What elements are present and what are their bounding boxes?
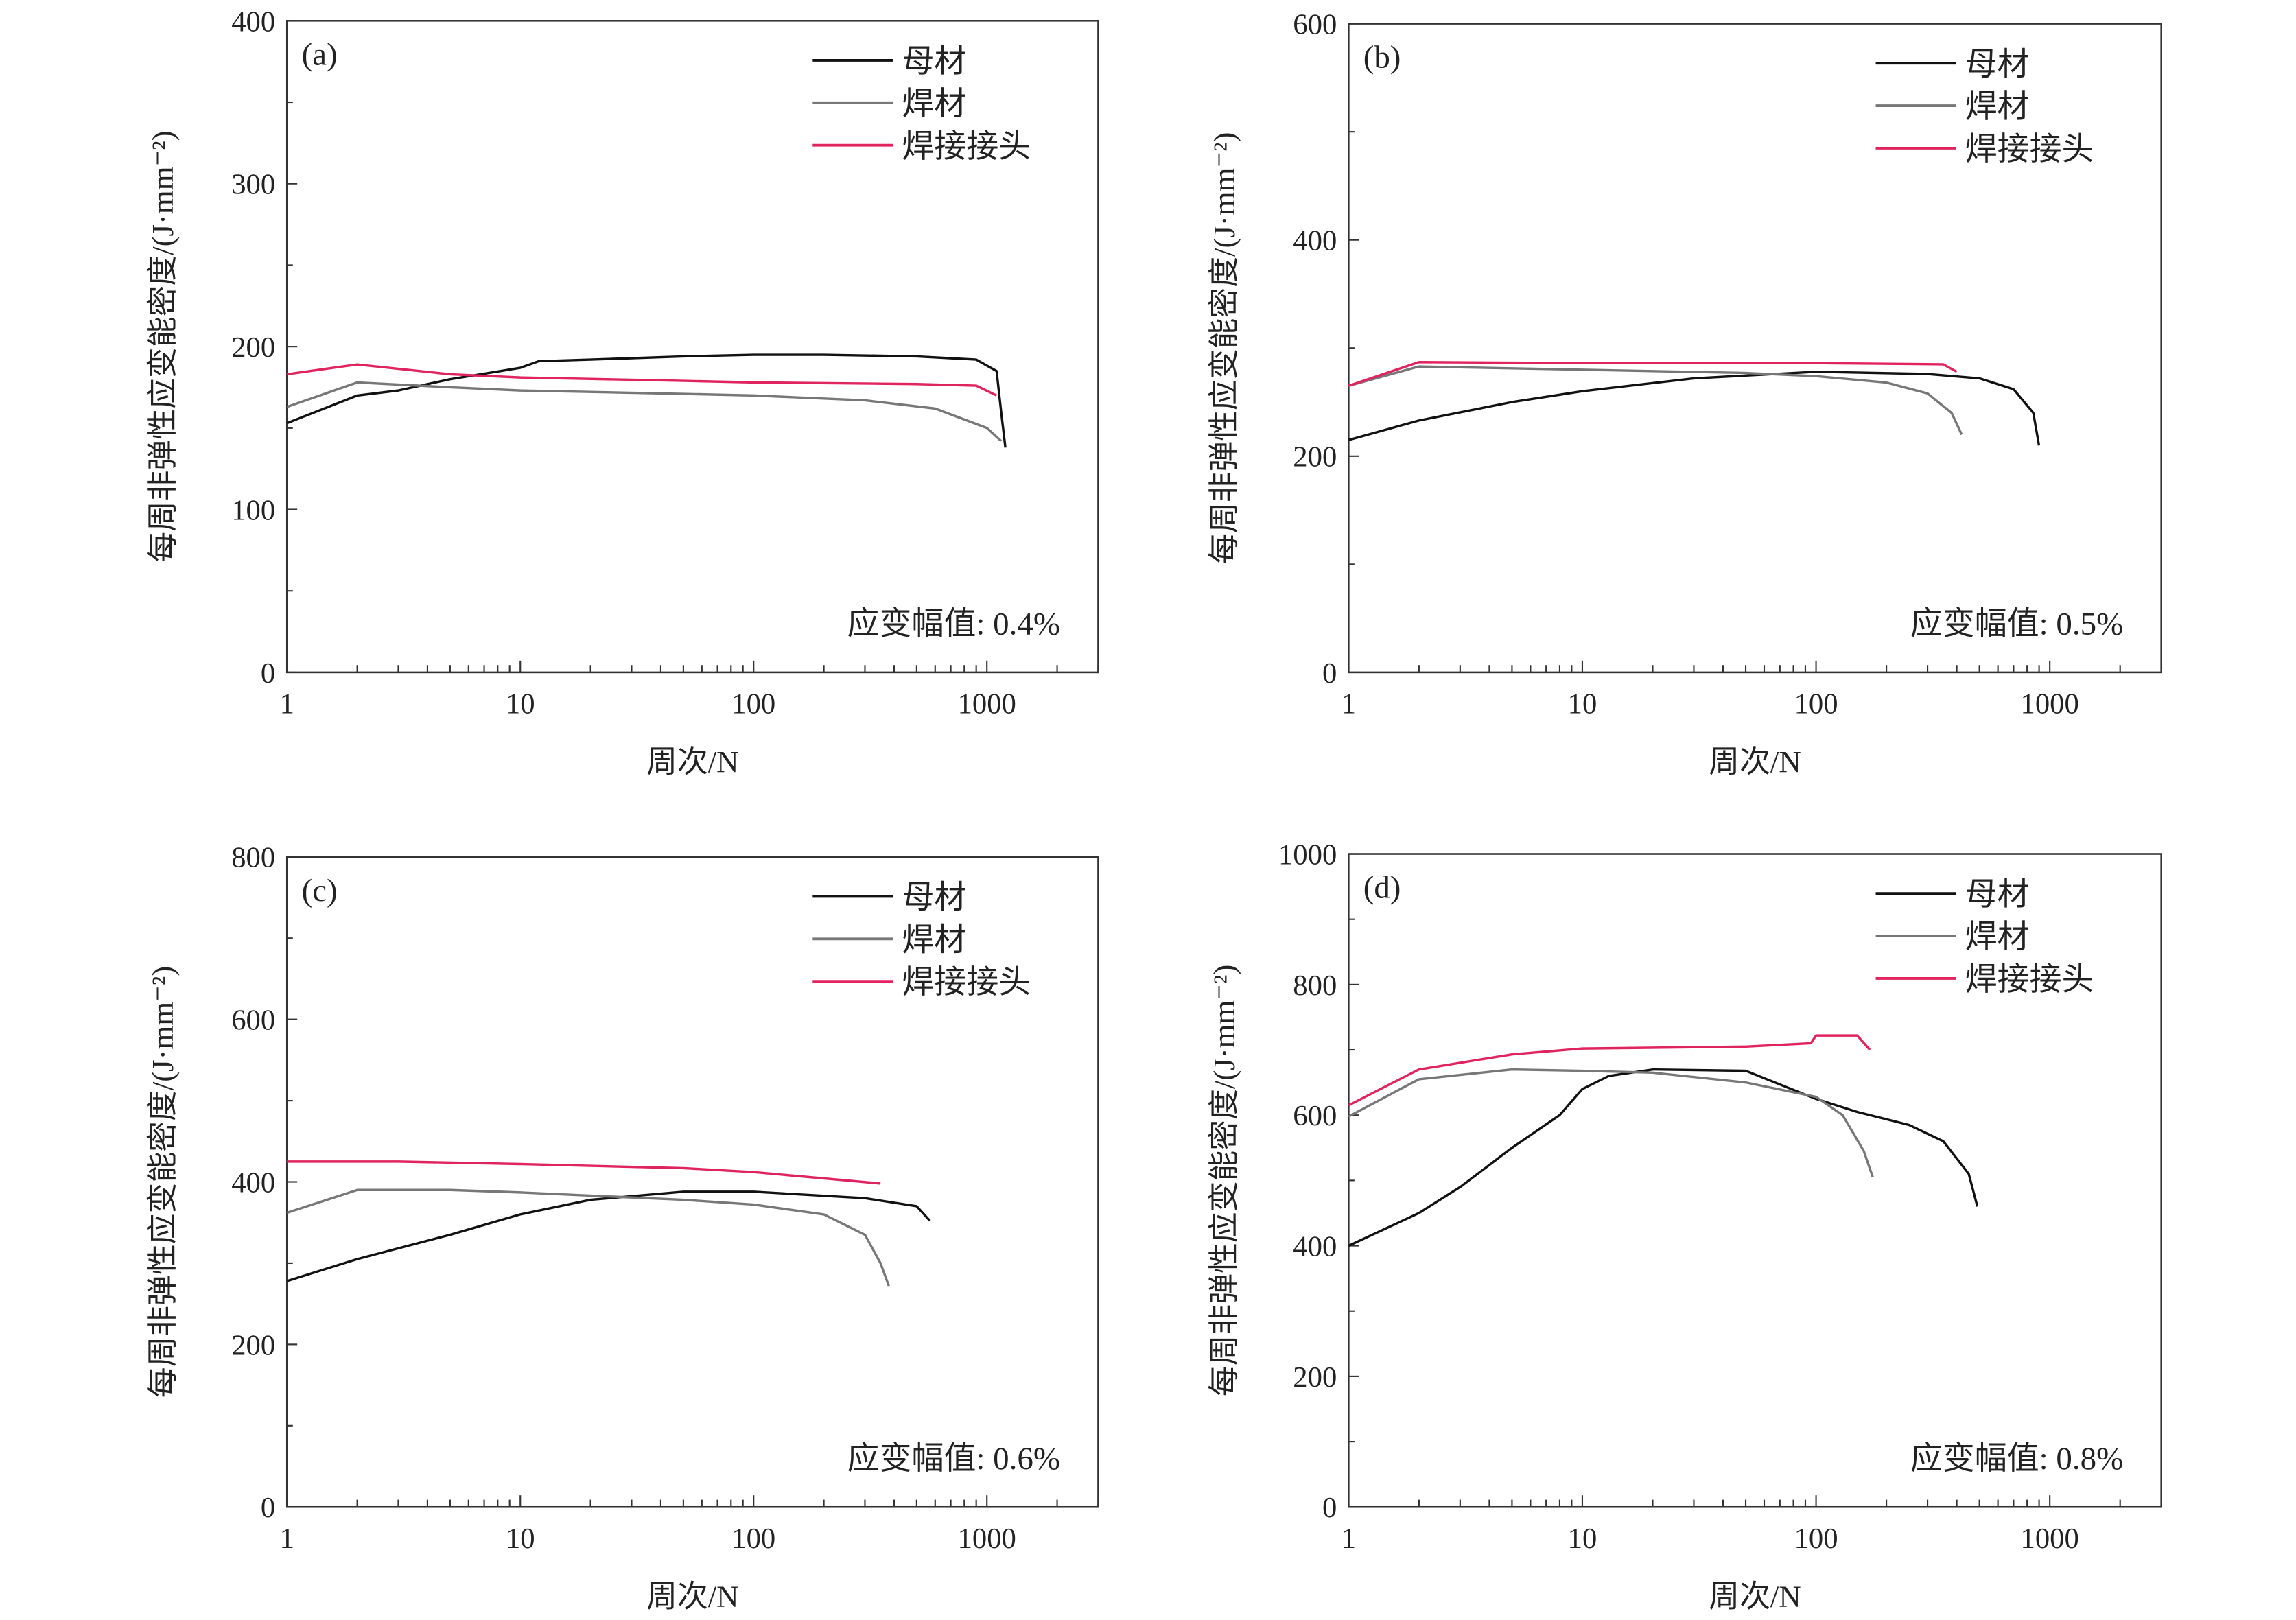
legend-label: 焊材 <box>1965 89 2030 125</box>
y-tick-label: 400 <box>231 1166 275 1199</box>
series-line-2 <box>1348 365 1963 436</box>
x-tick-label: 1000 <box>958 1523 1016 1555</box>
y-axis-label: 每周非弹性应变能密度/(J·mm⁻²) <box>1207 965 1241 1396</box>
strain-amplitude-annotation: 应变幅值: 0.4% <box>847 606 1060 642</box>
legend-label: 焊接接头 <box>902 965 1031 1000</box>
y-tick-label: 400 <box>1293 225 1337 257</box>
chart-panel-1: 1 10 100 1000 0 100 200 300 400 周次/N 每周非弹性应变能密度/(J… <box>145 5 1099 779</box>
series-line-3 <box>1348 361 1958 387</box>
x-axis-label: 周次/N <box>646 1579 738 1613</box>
x-axis-label: 周次/N <box>646 744 738 779</box>
legend-label: 焊接接头 <box>1965 962 2094 998</box>
x-tick-label: 1 <box>1342 1523 1356 1555</box>
legend-label: 母材 <box>902 44 967 80</box>
x-tick-label: 100 <box>731 688 775 720</box>
y-tick-label: 600 <box>1293 1100 1337 1132</box>
y-tick-label: 600 <box>231 1005 275 1037</box>
y-tick-label: 200 <box>231 331 275 364</box>
series-line-1 <box>1348 1068 1979 1247</box>
y-tick-label: 800 <box>1293 970 1337 1002</box>
y-tick-label: 300 <box>231 169 275 201</box>
series-line-2 <box>1348 1068 1874 1178</box>
x-tick-label: 1000 <box>2021 1523 2079 1555</box>
series-line-1 <box>286 353 1007 448</box>
x-tick-label: 100 <box>1794 1523 1838 1555</box>
legend-label: 焊材 <box>902 922 967 958</box>
x-tick-label: 10 <box>1568 688 1597 720</box>
y-tick-label: 0 <box>261 657 275 690</box>
legend-label: 母材 <box>902 880 967 915</box>
series-line-2 <box>286 381 1003 443</box>
y-tick-label: 400 <box>231 5 275 38</box>
y-tick-label: 0 <box>261 1492 275 1524</box>
legend-label: 母材 <box>1965 877 2030 913</box>
x-tick-label: 1 <box>280 1523 294 1555</box>
x-tick-label: 1000 <box>958 688 1016 720</box>
x-tick-label: 10 <box>1568 1523 1597 1555</box>
x-tick-label: 10 <box>506 1523 535 1555</box>
y-tick-label: 200 <box>1293 441 1337 473</box>
strain-amplitude-annotation: 应变幅值: 0.5% <box>1910 606 2123 642</box>
panel-label: (d) <box>1363 870 1401 906</box>
y-tick-label: 0 <box>1322 1492 1337 1524</box>
y-tick-label: 100 <box>231 494 275 526</box>
panel-label: (b) <box>1363 40 1401 75</box>
y-tick-label: 1000 <box>1278 838 1337 871</box>
strain-amplitude-annotation: 应变幅值: 0.6% <box>847 1441 1060 1477</box>
series-line-2 <box>286 1188 890 1287</box>
y-axis-label: 每周非弹性应变能密度/(J·mm⁻²) <box>1207 132 1241 564</box>
x-tick-label: 100 <box>731 1523 775 1555</box>
y-axis-label: 每周非弹性应变能密度/(J·mm⁻²) <box>145 130 180 562</box>
series-line-3 <box>1348 1034 1871 1107</box>
legend-label: 焊接接头 <box>1965 132 2094 167</box>
chart-panel-3: 1 10 100 1000 0 200 400 600 800 周次/N 每周非弹性应变能密度/(J… <box>145 842 1099 1613</box>
panel-label: (c) <box>302 873 338 908</box>
y-tick-label: 800 <box>231 842 275 874</box>
y-tick-label: 0 <box>1322 657 1337 690</box>
x-tick-label: 100 <box>1794 688 1838 720</box>
strain-amplitude-annotation: 应变幅值: 0.8% <box>1910 1441 2123 1477</box>
x-tick-label: 1 <box>1342 688 1356 720</box>
y-tick-label: 200 <box>231 1329 275 1361</box>
y-tick-label: 600 <box>1293 9 1337 41</box>
y-tick-label: 400 <box>1293 1230 1337 1263</box>
x-tick-label: 1 <box>280 688 294 720</box>
y-axis-label: 每周非弹性应变能密度/(J·mm⁻²) <box>145 966 180 1398</box>
x-tick-label: 10 <box>506 688 535 720</box>
chart-panel-4: 1 10 100 1000 0 200 400 600 800 1000 周次/N 每周非弹性应变能密… <box>1207 838 2162 1613</box>
x-axis-label: 周次/N <box>1709 1579 1801 1613</box>
legend-label: 母材 <box>1965 47 2030 82</box>
series-line-1 <box>1348 371 2041 446</box>
y-tick-label: 200 <box>1293 1361 1337 1394</box>
panel-label: (a) <box>302 36 338 72</box>
legend-label: 焊材 <box>902 86 967 122</box>
series-line-3 <box>287 363 998 397</box>
series-line-1 <box>286 1190 931 1282</box>
legend-label: 焊接接头 <box>902 129 1031 165</box>
legend-label: 焊材 <box>1965 919 2030 955</box>
series-line-3 <box>287 1160 881 1185</box>
x-axis-label: 周次/N <box>1709 744 1801 779</box>
chart-panel-2: 1 10 100 1000 0 200 400 600 周次/N 每周非弹性应变能密度/(J·mm… <box>1207 9 2162 779</box>
x-tick-label: 1000 <box>2021 688 2079 720</box>
